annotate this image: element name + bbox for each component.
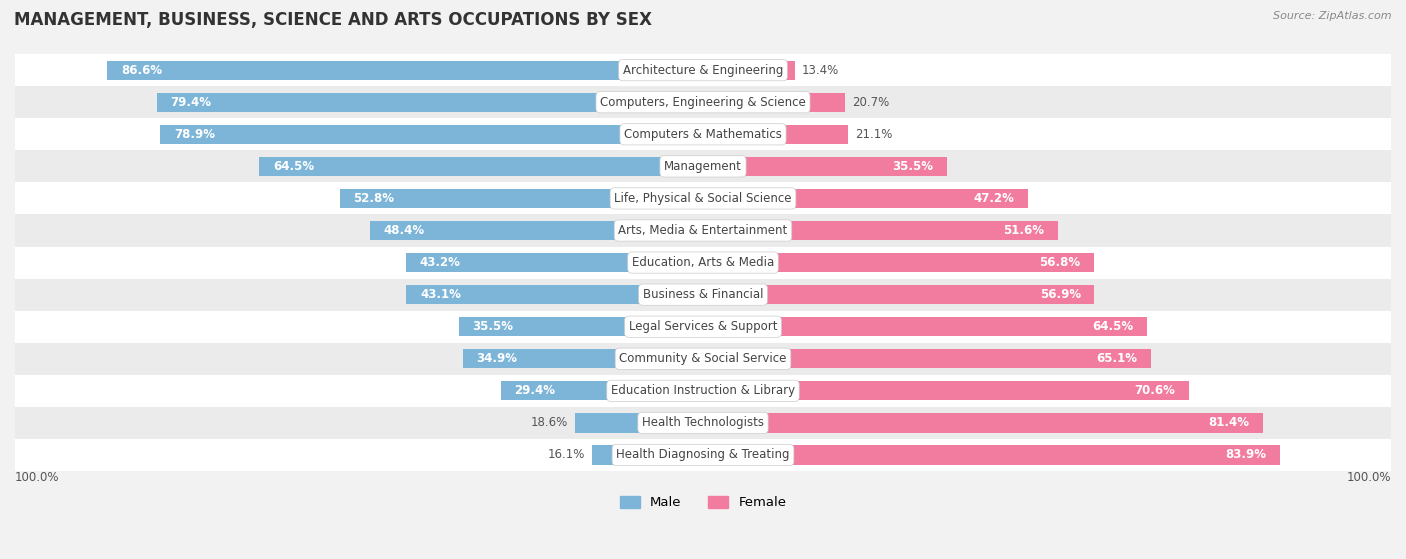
Text: 20.7%: 20.7% [852, 96, 890, 109]
Bar [703, 381, 1188, 400]
Text: 16.1%: 16.1% [548, 448, 585, 462]
Text: Arts, Media & Entertainment: Arts, Media & Entertainment [619, 224, 787, 237]
Text: 56.8%: 56.8% [1039, 256, 1080, 269]
Bar [15, 278, 1391, 311]
Bar [703, 125, 848, 144]
Legend: Male, Female: Male, Female [614, 490, 792, 514]
Bar [463, 349, 703, 368]
Text: Architecture & Engineering: Architecture & Engineering [623, 64, 783, 77]
Bar [160, 125, 703, 144]
Bar [15, 343, 1391, 375]
Bar [15, 407, 1391, 439]
Bar [15, 311, 1391, 343]
Text: 43.1%: 43.1% [420, 288, 461, 301]
Bar [703, 349, 1152, 368]
Bar [370, 221, 703, 240]
Text: Education, Arts & Media: Education, Arts & Media [631, 256, 775, 269]
Text: 29.4%: 29.4% [515, 385, 555, 397]
Text: 64.5%: 64.5% [273, 160, 314, 173]
Text: Education Instruction & Library: Education Instruction & Library [612, 385, 794, 397]
Bar [406, 285, 703, 304]
Text: Computers, Engineering & Science: Computers, Engineering & Science [600, 96, 806, 109]
Text: 100.0%: 100.0% [15, 471, 59, 484]
Text: 100.0%: 100.0% [1347, 471, 1391, 484]
Text: Management: Management [664, 160, 742, 173]
Bar [458, 317, 703, 337]
Bar [703, 60, 796, 80]
Text: 13.4%: 13.4% [801, 64, 839, 77]
Text: Health Technologists: Health Technologists [643, 416, 763, 429]
Bar [15, 119, 1391, 150]
Bar [703, 446, 1281, 465]
Text: 56.9%: 56.9% [1039, 288, 1081, 301]
Text: Business & Financial: Business & Financial [643, 288, 763, 301]
Bar [259, 157, 703, 176]
Text: 51.6%: 51.6% [1004, 224, 1045, 237]
Bar [592, 446, 703, 465]
Text: 83.9%: 83.9% [1226, 448, 1267, 462]
Bar [15, 439, 1391, 471]
Text: 18.6%: 18.6% [531, 416, 568, 429]
Bar [406, 253, 703, 272]
Bar [575, 413, 703, 433]
Bar [703, 189, 1028, 208]
Bar [15, 182, 1391, 215]
Text: Source: ZipAtlas.com: Source: ZipAtlas.com [1274, 11, 1392, 21]
Bar [156, 93, 703, 112]
Bar [15, 247, 1391, 278]
Text: Legal Services & Support: Legal Services & Support [628, 320, 778, 333]
Text: Life, Physical & Social Science: Life, Physical & Social Science [614, 192, 792, 205]
Text: Community & Social Service: Community & Social Service [619, 352, 787, 365]
Bar [703, 221, 1057, 240]
Text: 52.8%: 52.8% [353, 192, 395, 205]
Bar [15, 86, 1391, 119]
Bar [703, 253, 1094, 272]
Bar [703, 157, 948, 176]
Bar [703, 317, 1147, 337]
Bar [501, 381, 703, 400]
Text: 43.2%: 43.2% [419, 256, 460, 269]
Text: Health Diagnosing & Treating: Health Diagnosing & Treating [616, 448, 790, 462]
Text: 70.6%: 70.6% [1135, 385, 1175, 397]
Text: 78.9%: 78.9% [174, 128, 215, 141]
Text: 34.9%: 34.9% [477, 352, 517, 365]
Bar [703, 93, 845, 112]
Bar [703, 413, 1263, 433]
Text: 35.5%: 35.5% [893, 160, 934, 173]
Text: MANAGEMENT, BUSINESS, SCIENCE AND ARTS OCCUPATIONS BY SEX: MANAGEMENT, BUSINESS, SCIENCE AND ARTS O… [14, 11, 652, 29]
Text: 48.4%: 48.4% [384, 224, 425, 237]
Bar [15, 215, 1391, 247]
Text: 79.4%: 79.4% [170, 96, 211, 109]
Text: 64.5%: 64.5% [1092, 320, 1133, 333]
Bar [15, 54, 1391, 86]
Text: 86.6%: 86.6% [121, 64, 162, 77]
Text: 35.5%: 35.5% [472, 320, 513, 333]
Bar [15, 375, 1391, 407]
Text: 65.1%: 65.1% [1097, 352, 1137, 365]
Text: Computers & Mathematics: Computers & Mathematics [624, 128, 782, 141]
Bar [107, 60, 703, 80]
Text: 81.4%: 81.4% [1208, 416, 1250, 429]
Text: 21.1%: 21.1% [855, 128, 893, 141]
Bar [15, 150, 1391, 182]
Text: 47.2%: 47.2% [973, 192, 1014, 205]
Bar [703, 285, 1094, 304]
Bar [340, 189, 703, 208]
